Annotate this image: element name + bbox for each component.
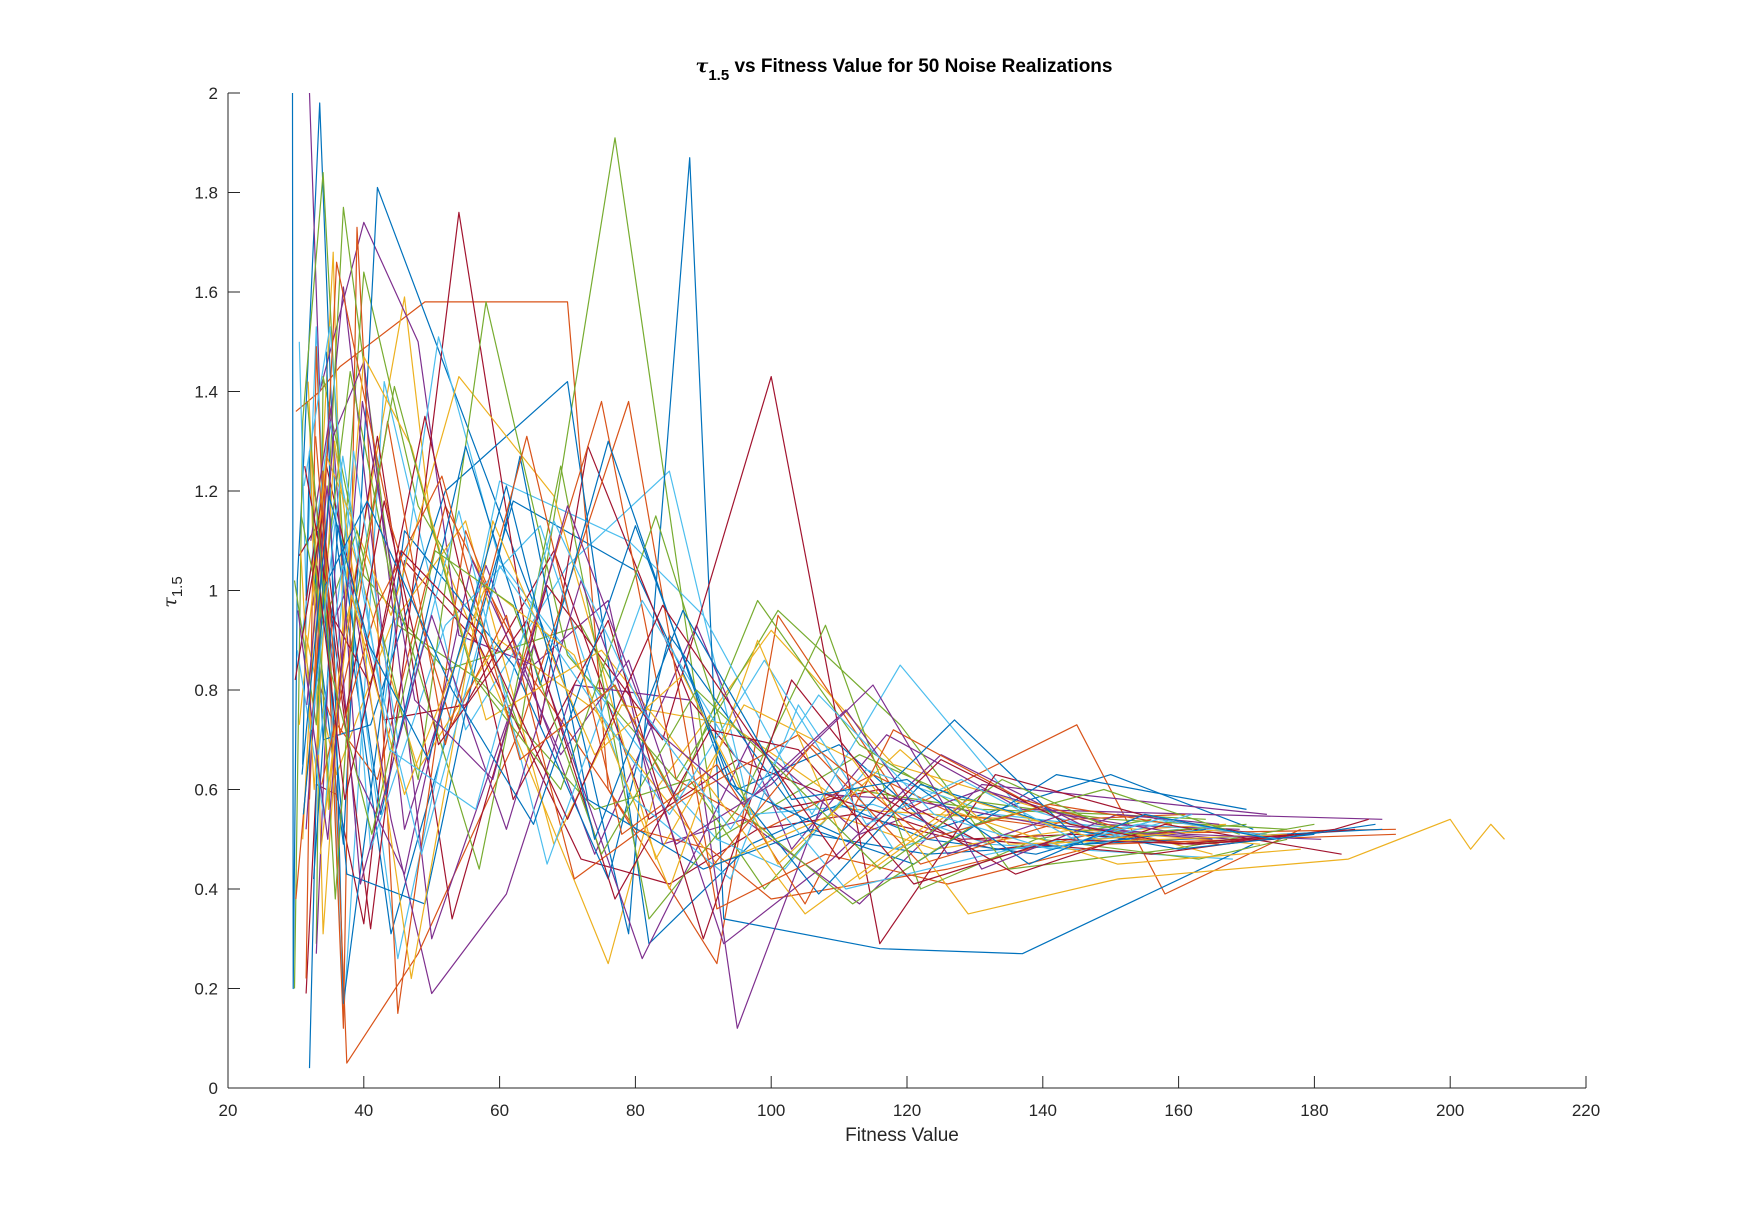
x-tick-label: 180 (1300, 1101, 1328, 1120)
series-lines (291, 92, 1505, 1069)
series-line-45 (319, 584, 1227, 890)
x-tick-label: 20 (219, 1101, 238, 1120)
series-line-44 (315, 436, 1172, 870)
tick-labels: 20 40 60 80 100 120 140 160 180 200 220 0 0.2 0.4 0.6 0… (194, 84, 1600, 1120)
series-line-25 (305, 361, 1240, 960)
series-line-32 (310, 405, 1213, 945)
chart-title: τ1.5 vs Fitness Value for 50 Noise Reali… (696, 55, 1113, 84)
y-tick-label: 2 (209, 84, 218, 103)
y-tick-label: 1.8 (194, 184, 218, 203)
y-tick-label: 0.6 (194, 781, 218, 800)
y-axis-label: τ1.5 (159, 576, 186, 607)
y-tick-label: 0.8 (194, 681, 218, 700)
series-line-46 (297, 400, 1322, 855)
series-line-24 (298, 376, 1505, 915)
series-line-34 (296, 450, 1267, 890)
y-tick-label: 1.2 (194, 482, 218, 501)
series-line-15 (302, 381, 1159, 945)
x-tick-label: 140 (1029, 1101, 1057, 1120)
series-line-13 (322, 480, 1179, 960)
x-tick-label: 160 (1164, 1101, 1192, 1120)
y-axis-label-subscript: 1.5 (169, 576, 186, 597)
y-tick-label: 0 (209, 1079, 218, 1098)
series-line-31 (307, 356, 1301, 915)
series-line-38 (300, 440, 1288, 980)
x-tick-label: 200 (1436, 1101, 1464, 1120)
x-tick-label: 100 (757, 1101, 785, 1120)
series-line-29 (317, 455, 1247, 905)
y-tick-label: 0.4 (194, 880, 218, 899)
series-line-47 (306, 401, 1247, 870)
series-line-40 (311, 385, 1240, 905)
series-line-48 (310, 455, 1281, 850)
x-tick-label: 220 (1572, 1101, 1600, 1120)
y-tick-label: 0.2 (194, 980, 218, 999)
series-line-16 (305, 226, 1220, 1029)
y-tick-label: 1 (209, 582, 218, 601)
title-subscript: 1.5 (708, 67, 729, 84)
series-line-2 (295, 301, 1302, 965)
series-line-23 (308, 400, 1396, 1064)
title-text: vs Fitness Value for 50 Noise Realizatio… (729, 56, 1112, 77)
x-tick-label: 80 (626, 1101, 645, 1120)
y-axis-label-symbol: τ (159, 597, 181, 608)
series-line-43 (302, 500, 1206, 845)
x-tick-label: 40 (354, 1101, 373, 1120)
series-line-6 (298, 326, 1233, 1020)
series-line-49 (316, 550, 1295, 860)
axes (227, 92, 1587, 1089)
x-tick-label: 120 (893, 1101, 921, 1120)
series-line-35 (304, 415, 1342, 940)
series-line-33 (319, 371, 1152, 920)
y-tick-label: 1.4 (194, 383, 218, 402)
x-tick-label: 60 (490, 1101, 509, 1120)
series-line-37 (321, 420, 1125, 905)
series-line-3 (302, 251, 1213, 965)
x-axis-label: Fitness Value (845, 1125, 959, 1146)
series-line-50 (301, 485, 1376, 865)
y-tick-label: 1.6 (194, 283, 218, 302)
series-line-28 (314, 376, 1261, 945)
title-symbol: τ (696, 55, 709, 77)
